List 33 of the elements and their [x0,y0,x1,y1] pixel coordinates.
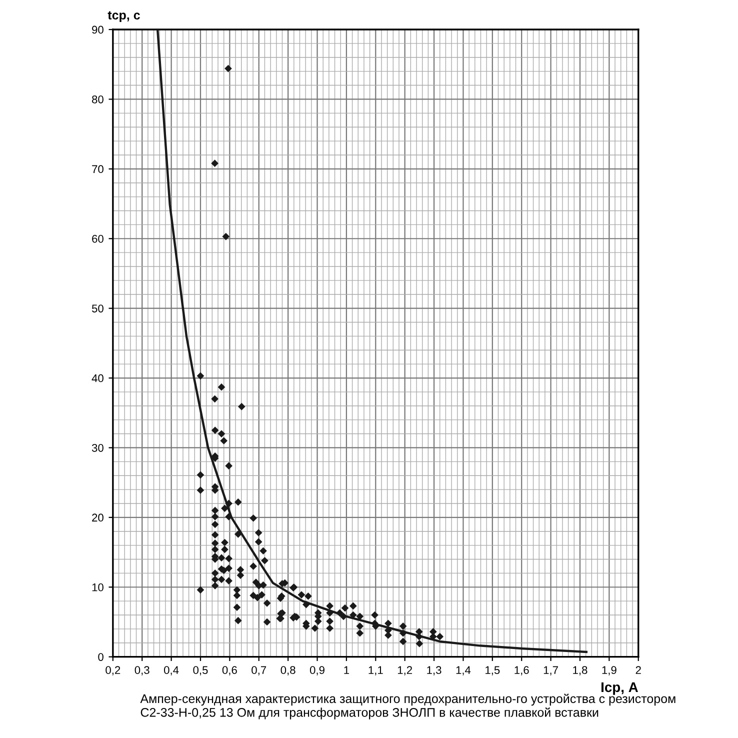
x-tick-label: 1 [344,666,349,674]
x-tick-label: 0,3 [134,666,150,676]
x-tick-label: 0,6 [222,666,237,676]
x-axis-title: Iср, А [601,682,638,695]
y-tick-label: 40 [92,374,104,382]
y-tick-label: 0 [98,653,104,661]
y-tick-label: 10 [92,583,104,592]
x-tick-label: 1,3 [427,666,442,676]
x-tick-label: 1,2 [398,666,412,676]
y-tick-label: 80 [92,95,104,104]
x-tick-label: 0,2 [106,666,120,676]
y-tick-label: 20 [92,514,104,522]
x-tick-label: 1,9 [602,666,616,676]
y-tick-label: 50 [92,304,104,312]
y-axis-title: tср, с [108,11,140,22]
x-tick-label: 0,8 [280,666,296,676]
x-tick-label: 0,7 [252,666,266,676]
x-tick-label: 0,4 [164,666,179,676]
y-tick-label: 90 [92,26,104,34]
line-series [156,30,588,654]
x-tick-label: 1,1 [368,666,383,676]
x-tick-label: 0,9 [310,666,324,676]
x-tick-label: 1,4 [456,666,471,676]
x-tick-label: 1,7 [544,666,558,676]
x-tick-label: 1,6 [514,666,529,676]
x-tick-label: 2 [636,666,641,674]
x-tick-label: 1,8 [573,666,588,676]
y-tick-label: 30 [92,444,104,452]
text: Ампер-секундная характеристика защитного предохранительно-го устройства с резистором С2-33-Н-0,25 13 Ом для трансформаторов ЗНОЛП в качестве плавкой вставки [140,694,676,720]
x-tick-label: 0,5 [193,666,208,676]
x-tick-label: 1,5 [486,666,500,676]
y-tick-label: 60 [92,234,104,243]
y-tick-label: 70 [92,165,104,174]
